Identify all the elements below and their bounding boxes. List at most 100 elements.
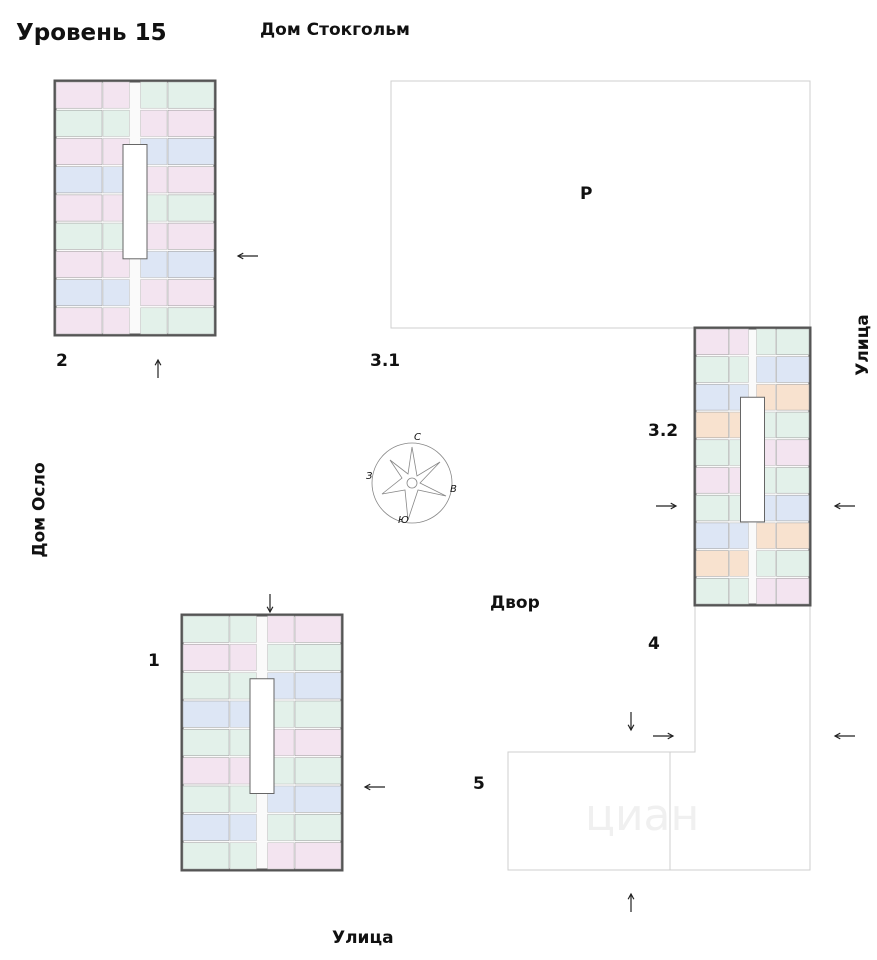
apartment-room [167,251,215,278]
level-title: Уровень 15 [16,20,167,46]
apartment-room [695,467,729,494]
parking-label: Р [580,184,593,204]
entrance-arrow-head [266,606,274,614]
apartment-room [167,307,215,335]
apartment-room [294,785,342,813]
entrance-arrow-head [363,783,371,791]
apartment-room [695,439,729,466]
apartment-room [695,578,729,605]
house-oslo-label: Дом Осло [29,462,50,558]
apartment-room [55,81,103,109]
apartment-room [182,672,230,700]
stair-core [740,396,765,523]
apartment-room [55,222,103,250]
apartment-room [695,550,729,577]
section-2-label: 2 [56,351,68,371]
apartment-room [167,279,215,307]
apartment-room [294,615,342,643]
apartment-room [167,138,215,165]
apartment-room [182,700,230,728]
apartment-room [776,439,810,466]
apartment-room [102,81,130,109]
apartment-room [229,615,257,643]
apartment-room [776,550,810,577]
apartment-room [695,384,729,411]
apartment-room [695,411,729,439]
apartment-room [55,166,103,194]
apartment-room [182,785,230,813]
apartment-room [102,109,130,137]
section-4-outline [507,605,811,871]
entrance-arrow-head [627,724,635,732]
apartment-room [102,279,130,307]
apartment-room [167,222,215,250]
apartment-room [294,644,342,671]
apartment-room [756,550,776,577]
apartment-room [182,757,230,785]
apartment-room [267,615,295,643]
apartment-room [776,384,810,411]
apartment-room [140,279,168,307]
compass-south: Ю [398,515,409,526]
entrance-arrow-head [154,358,162,366]
apartment-room [776,494,810,522]
apartment-room [294,729,342,756]
section-1-label: 1 [148,651,160,671]
section-3-2-label: 3.2 [648,421,679,441]
apartment-room [167,194,215,222]
apartment-room [729,328,749,355]
apartment-room [182,842,230,870]
compass-north: С [414,432,421,443]
stair-core [122,144,148,260]
apartment-room [756,356,776,383]
apartment-room [776,578,810,605]
parking-area-outline [390,80,811,329]
apartment-room [167,166,215,194]
apartment-room [294,814,342,841]
compass-west: З [366,471,373,482]
building-section-1 [180,613,344,872]
apartment-room [756,578,776,605]
entrance-arrow-head [667,732,675,740]
apartment-room [294,757,342,785]
apartment-room [167,81,215,109]
apartment-room [695,494,729,522]
apartment-room [182,615,230,643]
apartment-room [182,814,230,841]
apartment-room [267,814,295,841]
apartment-room [695,328,729,355]
house-stockholm-label: Дом Стокгольм [260,20,410,40]
apartment-room [55,279,103,307]
section-3-1-label: 3.1 [370,351,401,371]
apartment-room [229,644,257,671]
apartment-room [229,814,257,841]
apartment-room [140,307,168,335]
apartment-room [102,307,130,335]
entrance-arrow-head [833,732,841,740]
apartment-room [776,467,810,494]
entrance-arrow-head [833,502,841,510]
apartment-room [729,356,749,383]
apartment-room [729,578,749,605]
apartment-room [55,138,103,165]
apartment-room [776,522,810,549]
apartment-room [695,522,729,549]
apartment-room [776,328,810,355]
apartment-room [55,307,103,335]
apartment-room [229,842,257,870]
entrance-arrow-head [627,892,635,900]
entrance-arrow-head [670,502,678,510]
apartment-room [695,356,729,383]
stair-core [249,678,275,794]
compass-east: В [450,484,457,495]
section-5-label: 5 [473,774,485,794]
street-right-label: Улица [852,314,873,376]
entrance-arrow-head [236,252,244,260]
apartment-room [756,522,776,549]
apartment-room [182,644,230,671]
apartment-room [167,109,215,137]
apartment-room [776,356,810,383]
building-section-2 [53,79,217,337]
yard-label: Двор [490,593,540,613]
